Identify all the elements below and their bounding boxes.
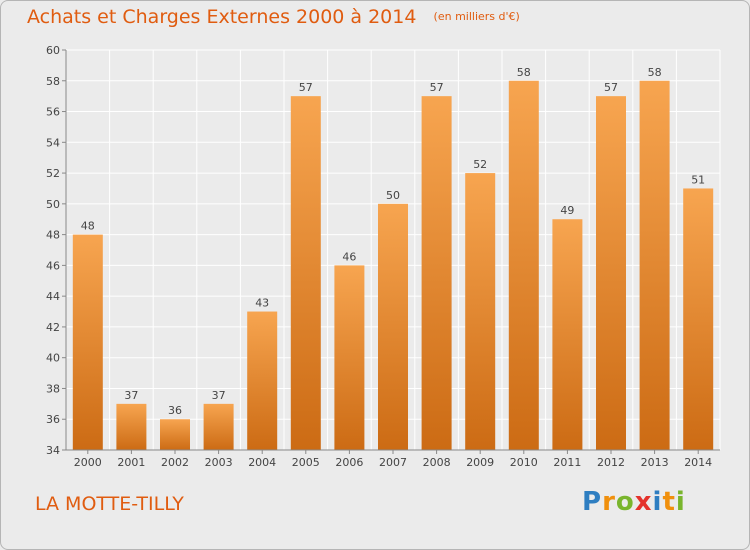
data-label: 58 (517, 66, 531, 79)
bar (552, 219, 583, 450)
y-tick-label: 38 (46, 382, 60, 395)
y-tick-label: 46 (46, 259, 60, 272)
y-tick-label: 52 (46, 167, 60, 180)
y-tick-label: 36 (46, 413, 60, 426)
data-label: 58 (648, 66, 662, 79)
y-tick-label: 44 (46, 290, 60, 303)
bar (334, 265, 365, 450)
y-tick-label: 34 (46, 444, 60, 457)
bar (247, 311, 278, 450)
data-label: 50 (386, 189, 400, 202)
bar (116, 403, 147, 450)
x-tick-label: 2000 (74, 456, 102, 469)
y-tick-label: 56 (46, 106, 60, 119)
data-label: 57 (299, 81, 313, 94)
bar (72, 234, 103, 450)
x-tick-label: 2004 (248, 456, 276, 469)
x-tick-label: 2008 (423, 456, 451, 469)
data-label: 37 (212, 389, 226, 402)
logo-letter: r (602, 487, 616, 517)
x-tick-label: 2009 (466, 456, 494, 469)
logo-letter: x (634, 487, 653, 517)
bar-layer: 48 37 36 37 43 57 46 50 57 52 58 49 57 58 51 (72, 66, 714, 451)
y-tick-label: 60 (46, 44, 60, 57)
x-tick-label: 2002 (161, 456, 189, 469)
data-label: 43 (255, 297, 269, 310)
bar (203, 403, 234, 450)
bar (160, 419, 190, 450)
logo-letter: t (662, 487, 676, 517)
y-tick-label: 40 (46, 352, 60, 365)
title-row: Achats et Charges Externes 2000 à 2014 (… (27, 6, 520, 28)
commune-name: LA MOTTE-TILLY (35, 493, 184, 515)
logo-letter: P (582, 487, 603, 517)
bar (508, 80, 539, 451)
proxiti-logo[interactable]: Proxiti (582, 487, 686, 517)
chart-title: Achats et Charges Externes 2000 à 2014 (27, 6, 417, 28)
y-tick-label: 48 (46, 229, 60, 242)
y-tick-label: 58 (46, 75, 60, 88)
data-label: 57 (604, 81, 618, 94)
data-label: 57 (430, 81, 444, 94)
logo-letter: i (652, 487, 663, 517)
logo-letter: i (675, 487, 686, 517)
data-label: 48 (81, 220, 95, 233)
bar (465, 173, 496, 451)
bar (683, 188, 714, 450)
x-tick-label: 2014 (684, 456, 712, 469)
x-tick-label: 2005 (292, 456, 320, 469)
x-tick-label: 2001 (117, 456, 145, 469)
data-label: 49 (560, 204, 574, 217)
chart-subtitle: (en milliers d'€) (433, 10, 520, 23)
x-tick-label: 2010 (510, 456, 538, 469)
data-label: 46 (342, 250, 356, 263)
x-tick-label: 2007 (379, 456, 407, 469)
bar (639, 80, 670, 451)
x-tick-label: 2003 (205, 456, 233, 469)
x-tick-label: 2011 (553, 456, 581, 469)
data-label: 52 (473, 158, 487, 171)
data-label: 36 (168, 404, 182, 417)
data-label: 37 (124, 389, 138, 402)
y-tick-label: 42 (46, 321, 60, 334)
x-tick-label: 2013 (641, 456, 669, 469)
bar (596, 96, 626, 451)
x-tick-label: 2012 (597, 456, 625, 469)
y-tick-label: 54 (46, 136, 60, 149)
logo-letter: o (615, 487, 635, 517)
data-label: 51 (691, 173, 705, 186)
x-tick-label: 2006 (335, 456, 363, 469)
bar (378, 203, 408, 450)
y-tick-label: 50 (46, 198, 60, 211)
bar (290, 96, 321, 451)
axis-layer: 34 36 38 40 42 44 46 48 50 52 54 56 58 60 2000 2001 2002… (46, 44, 720, 469)
bar (421, 96, 452, 451)
